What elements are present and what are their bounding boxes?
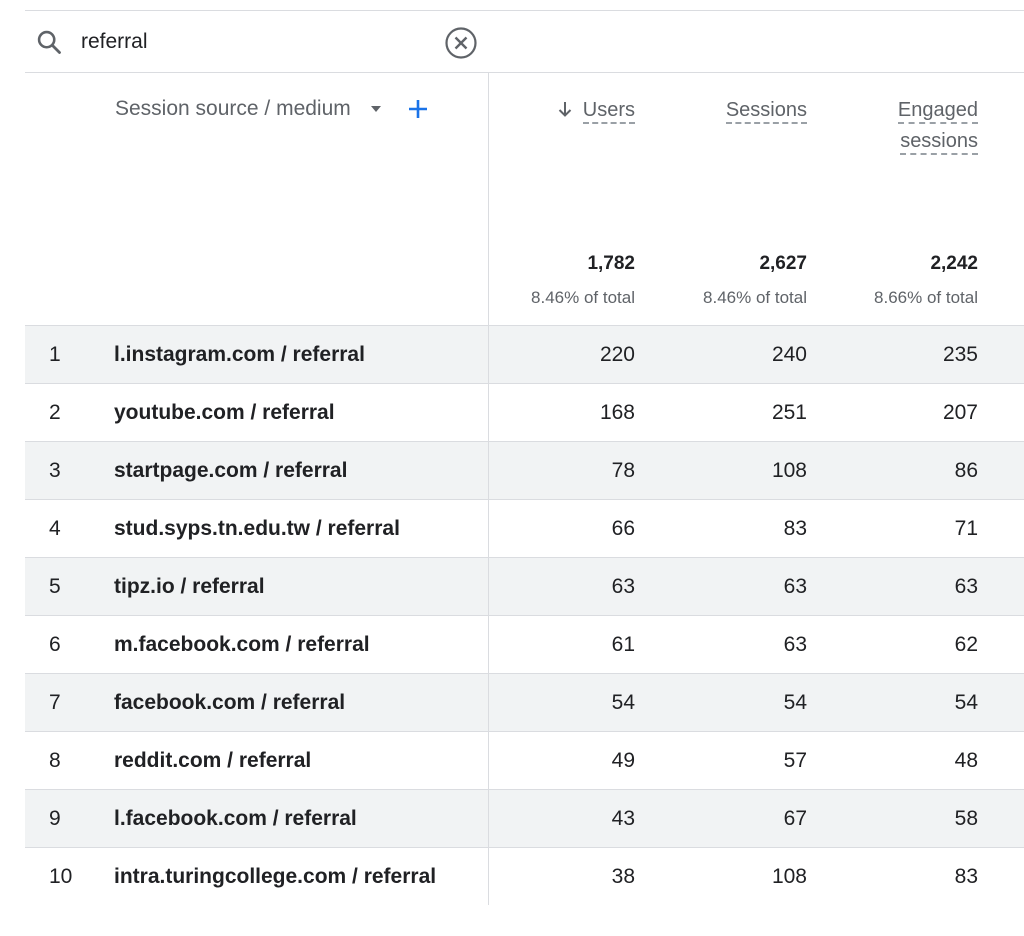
table-body: 1 l.instagram.com / referral 220 240 235… [25, 325, 1024, 905]
row-source-medium[interactable]: stud.syps.tn.edu.tw / referral [114, 517, 400, 540]
table-row[interactable]: 9 l.facebook.com / referral 43 67 58 [25, 789, 1024, 847]
row-engaged-sessions: 207 [942, 401, 978, 424]
row-index: 1 [49, 343, 61, 366]
row-source-medium[interactable]: reddit.com / referral [114, 749, 312, 772]
row-sessions: 63 [783, 633, 807, 656]
row-users: 61 [611, 633, 635, 656]
engaged-total-percent: 8.66% of total [874, 288, 978, 307]
sessions-total: 2,627 8.46% of total [703, 253, 807, 309]
sessions-total-percent: 8.46% of total [703, 288, 807, 307]
engaged-sessions-column-header[interactable]: Engaged sessions [897, 95, 978, 157]
row-users: 49 [611, 749, 635, 772]
row-users: 63 [611, 575, 635, 598]
clear-search-button[interactable] [444, 26, 478, 60]
row-engaged-sessions: 54 [954, 691, 978, 714]
row-users: 43 [611, 807, 635, 830]
caret-down-icon[interactable] [369, 102, 383, 116]
row-index: 2 [49, 401, 61, 424]
row-index: 8 [49, 749, 61, 772]
row-engaged-sessions: 71 [954, 517, 978, 540]
dimension-metric-divider [488, 73, 489, 905]
search-input[interactable] [81, 26, 421, 58]
row-source-medium[interactable]: startpage.com / referral [114, 459, 348, 482]
row-source-medium[interactable]: l.facebook.com / referral [114, 807, 357, 830]
row-sessions: 63 [783, 575, 807, 598]
table-row[interactable]: 6 m.facebook.com / referral 61 63 62 [25, 615, 1024, 673]
row-engaged-sessions: 86 [954, 459, 978, 482]
engaged-total-value: 2,242 [930, 253, 978, 274]
top-divider [25, 10, 1024, 11]
row-sessions: 108 [771, 459, 807, 482]
table-row[interactable]: 2 youtube.com / referral 168 251 207 [25, 383, 1024, 441]
row-source-medium[interactable]: facebook.com / referral [114, 691, 346, 714]
row-engaged-sessions: 63 [954, 575, 978, 598]
table-row[interactable]: 1 l.instagram.com / referral 220 240 235 [25, 325, 1024, 383]
row-engaged-sessions: 58 [954, 807, 978, 830]
row-index: 10 [49, 865, 73, 888]
row-sessions: 67 [783, 807, 807, 830]
users-total: 1,782 8.46% of total [531, 253, 635, 309]
search-icon [37, 30, 61, 54]
row-index: 3 [49, 459, 61, 482]
sessions-header-label[interactable]: Sessions [725, 99, 807, 124]
dimension-header: Session source / medium [115, 97, 429, 121]
row-users: 78 [611, 459, 635, 482]
engaged-header-label-line2[interactable]: sessions [900, 130, 978, 155]
engaged-header-label-line1[interactable]: Engaged [897, 99, 978, 124]
row-engaged-sessions: 48 [954, 749, 978, 772]
row-sessions: 240 [771, 343, 807, 366]
row-engaged-sessions: 235 [942, 343, 978, 366]
row-sessions: 57 [783, 749, 807, 772]
row-source-medium[interactable]: m.facebook.com / referral [114, 633, 370, 656]
table-row[interactable]: 5 tipz.io / referral 63 63 63 [25, 557, 1024, 615]
row-sessions: 54 [783, 691, 807, 714]
sessions-total-value: 2,627 [759, 253, 807, 274]
row-users: 66 [611, 517, 635, 540]
row-engaged-sessions: 62 [954, 633, 978, 656]
row-source-medium[interactable]: intra.turingcollege.com / referral [114, 865, 437, 888]
row-index: 9 [49, 807, 61, 830]
row-index: 4 [49, 517, 61, 540]
users-total-percent: 8.46% of total [531, 288, 635, 307]
row-source-medium[interactable]: youtube.com / referral [114, 401, 335, 424]
plus-icon[interactable] [407, 98, 429, 120]
row-index: 5 [49, 575, 61, 598]
row-users: 38 [611, 865, 635, 888]
row-source-medium[interactable]: l.instagram.com / referral [114, 343, 365, 366]
close-circle-icon [445, 27, 477, 59]
table-search-bar [25, 11, 1024, 73]
row-users: 168 [599, 401, 635, 424]
row-source-medium[interactable]: tipz.io / referral [114, 575, 265, 598]
row-engaged-sessions: 83 [954, 865, 978, 888]
users-column-header[interactable]: Users [557, 95, 635, 126]
row-sessions: 108 [771, 865, 807, 888]
row-users: 54 [611, 691, 635, 714]
table-row[interactable]: 8 reddit.com / referral 49 57 48 [25, 731, 1024, 789]
table-row[interactable]: 4 stud.syps.tn.edu.tw / referral 66 83 7… [25, 499, 1024, 557]
engaged-total: 2,242 8.66% of total [874, 253, 978, 309]
users-header-label[interactable]: Users [582, 99, 635, 124]
row-sessions: 83 [783, 517, 807, 540]
dimension-header-label[interactable]: Session source / medium [115, 97, 351, 120]
arrow-down-icon [558, 102, 571, 117]
row-index: 7 [49, 691, 61, 714]
row-index: 6 [49, 633, 61, 656]
users-total-value: 1,782 [587, 253, 635, 274]
row-users: 220 [599, 343, 635, 366]
sessions-column-header[interactable]: Sessions [725, 95, 807, 126]
table-row[interactable]: 3 startpage.com / referral 78 108 86 [25, 441, 1024, 499]
table-header: Session source / medium Users Sessions E… [25, 73, 1024, 325]
table-row[interactable]: 7 facebook.com / referral 54 54 54 [25, 673, 1024, 731]
row-sessions: 251 [771, 401, 807, 424]
table-row[interactable]: 10 intra.turingcollege.com / referral 38… [25, 847, 1024, 905]
